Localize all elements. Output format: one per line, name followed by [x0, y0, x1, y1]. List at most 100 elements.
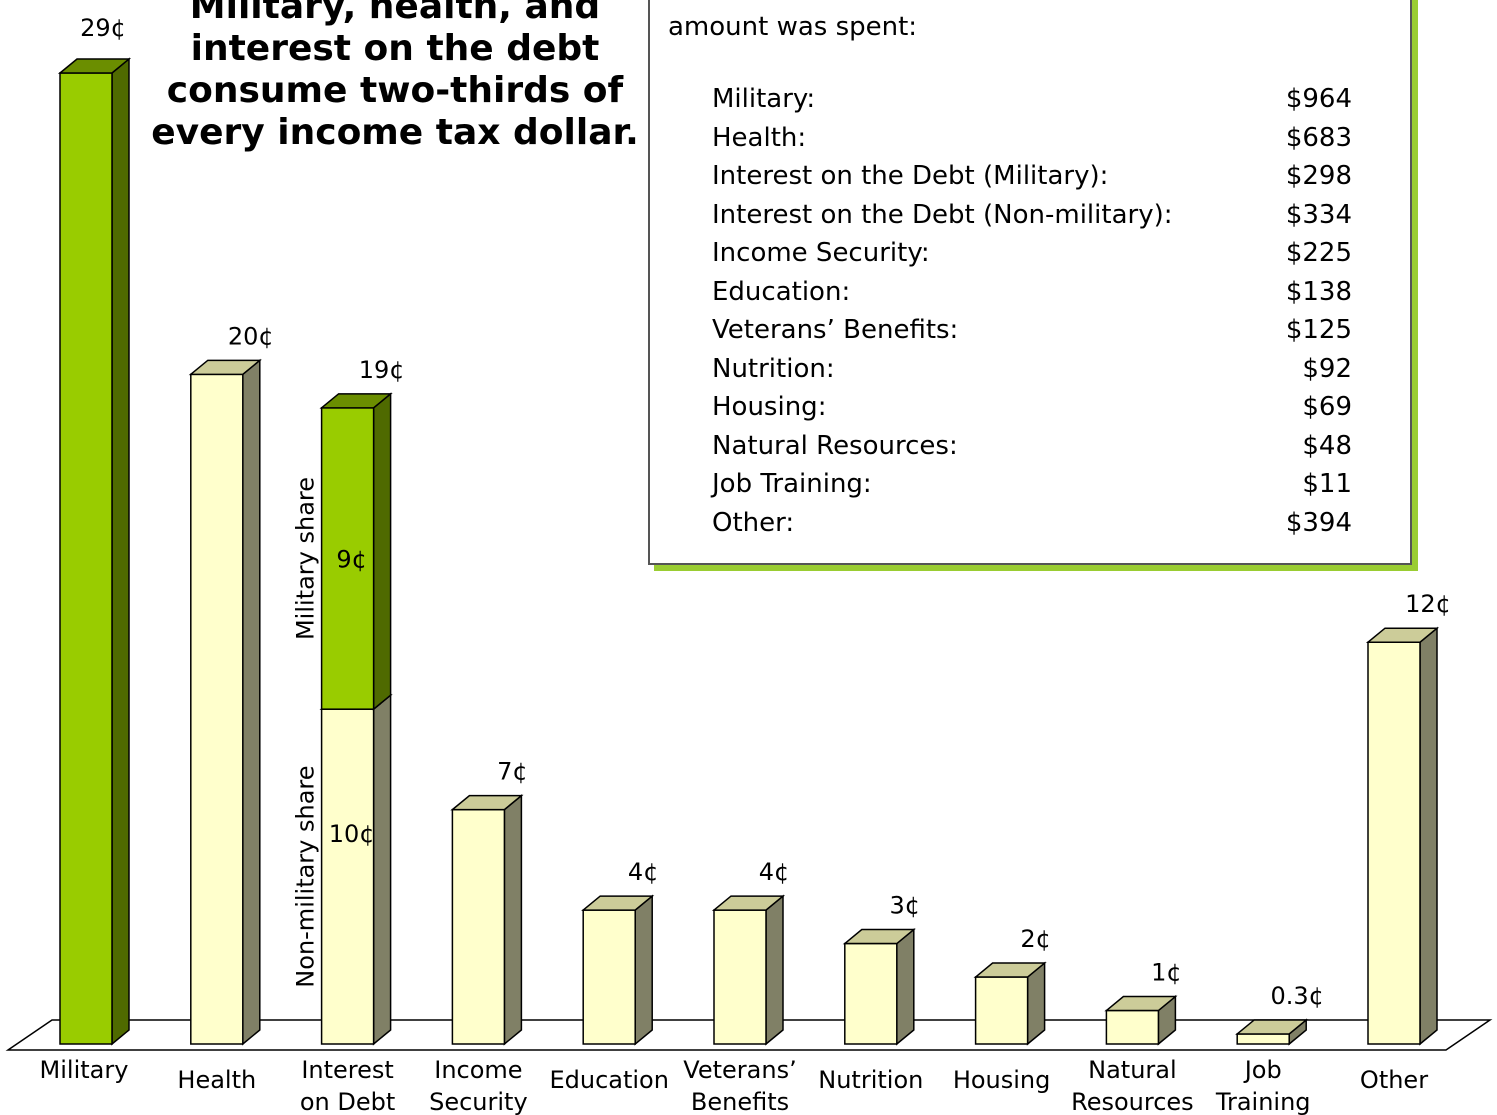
spending-row: Interest on the Debt (Non-military): $334: [712, 196, 1352, 235]
bar: [1365, 626, 1440, 1046]
bar-top-face: [842, 928, 916, 945]
category-label: Natural: [1088, 1056, 1177, 1084]
bar-front-face: [1367, 641, 1421, 1045]
bar-side-face: [372, 392, 392, 711]
category-label: Interest: [301, 1056, 393, 1084]
spending-row-label: Interest on the Debt (Non-military):: [712, 199, 1173, 230]
spending-row: Job Training: $11: [712, 465, 1352, 504]
spending-row-label: Nutrition:: [712, 353, 835, 384]
spending-row: Interest on the Debt (Military): $298: [712, 157, 1352, 196]
bar-top-face: [57, 58, 132, 74]
bar-top-face: [711, 895, 786, 911]
category-label: Security: [429, 1088, 528, 1115]
spending-row-amount: $334: [1285, 199, 1352, 230]
spending-row-label: Income Security:: [712, 238, 930, 268]
spending-row-amount: $69: [1302, 392, 1352, 422]
bar-front-face: [1105, 1009, 1160, 1045]
spending-table: amount was spent: Military: $964 Health: $6…: [648, 0, 1412, 565]
spending-row: Nutrition: $92: [712, 350, 1352, 389]
category-label: Training: [1215, 1088, 1311, 1115]
bar: [450, 794, 524, 1046]
bar-value-label: 0.3¢: [1270, 982, 1323, 1010]
bar-top-face: [1365, 627, 1440, 643]
bar-side-face: [1419, 626, 1438, 1046]
segment-value-label: 10¢: [329, 820, 375, 848]
bar-front-face: [713, 909, 767, 1045]
bar-top-face: [188, 359, 262, 376]
spending-row-amount: $964: [1285, 84, 1352, 114]
category-label: Housing: [953, 1066, 1051, 1094]
spending-rows: Military: $964 Health: $683 Interest on the …: [712, 80, 1352, 542]
spending-row-label: Job Training:: [712, 469, 872, 499]
bar-value-label: 12¢: [1405, 590, 1451, 618]
bar-front-face: [582, 909, 636, 1045]
bar-front-face: [451, 808, 506, 1045]
stacked-segment: [319, 392, 393, 711]
segment-value-label: 9¢: [336, 546, 367, 574]
spending-row: Education: $138: [712, 273, 1352, 312]
category-label: on Debt: [300, 1088, 395, 1115]
bar: [1104, 994, 1178, 1046]
stacked-segment: [319, 693, 393, 1046]
bar-value-label: 20¢: [228, 322, 274, 350]
bar-front-face: [974, 976, 1029, 1045]
spending-row-label: Natural Resources:: [712, 430, 958, 461]
bar-side-face: [111, 57, 130, 1046]
category-label: Education: [549, 1066, 668, 1094]
bar-top-face: [1104, 995, 1178, 1012]
bar: [842, 927, 916, 1046]
bar-side-face: [372, 693, 392, 1046]
spending-row-label: Veterans’ Benefits:: [712, 315, 959, 345]
bar-top-face: [450, 794, 524, 811]
spending-row-label: Education:: [712, 276, 851, 307]
bar-value-label: 19¢: [359, 356, 405, 384]
bar-front-face: [320, 407, 375, 710]
spending-row-amount: $138: [1285, 276, 1352, 307]
bar-side-face: [242, 358, 261, 1046]
spending-row-amount: $48: [1302, 430, 1352, 461]
segment-name-label: Military share: [292, 477, 320, 640]
bar-value-label: 4¢: [628, 858, 659, 886]
spending-row-amount: $394: [1285, 507, 1352, 538]
bar-side-face: [503, 794, 523, 1046]
bar-side-face: [896, 927, 915, 1046]
spending-row-label: Health:: [712, 122, 807, 153]
spending-row: Veterans’ Benefits: $125: [712, 311, 1352, 350]
bar-front-face: [320, 708, 375, 1045]
spending-row-label: Military:: [712, 84, 816, 114]
spending-row: Natural Resources: $48: [712, 427, 1352, 466]
bar-value-label: 2¢: [1020, 925, 1051, 953]
spending-row: Housing: $69: [712, 388, 1352, 427]
bar: [188, 358, 262, 1046]
bar: [1235, 1018, 1309, 1046]
category-label: Military: [40, 1056, 129, 1084]
spending-row-label: Housing:: [712, 392, 827, 422]
spending-row-amount: $125: [1285, 315, 1352, 345]
bar-value-label: 4¢: [759, 858, 790, 886]
category-label: Veterans’: [683, 1056, 796, 1084]
category-label: Resources: [1071, 1088, 1194, 1115]
bar: [581, 894, 655, 1046]
category-label: Health: [177, 1066, 256, 1094]
spending-row-amount: $11: [1302, 469, 1352, 499]
category-label: Income: [434, 1056, 522, 1084]
bar-top-face: [319, 393, 393, 409]
segment-name-label: Non-military share: [292, 765, 320, 987]
bar-value-label: 3¢: [890, 892, 921, 920]
chart-headline: Military, health, and interest on the de…: [151, 0, 639, 153]
bar-side-face: [634, 894, 653, 1046]
bar-front-face: [844, 942, 898, 1045]
category-label: Benefits: [691, 1088, 789, 1115]
bar-value-label: 1¢: [1151, 959, 1182, 987]
bar: [711, 894, 786, 1046]
bar-value-label: 29¢: [80, 14, 126, 42]
spending-row-amount: $92: [1302, 353, 1352, 384]
bar-side-face: [765, 894, 784, 1046]
spending-row-label: Interest on the Debt (Military):: [712, 161, 1109, 191]
category-label: Nutrition: [818, 1066, 923, 1094]
bar-front-face: [59, 72, 113, 1045]
spending-row: Other: $394: [712, 504, 1352, 543]
bar-front-face: [1236, 1033, 1290, 1045]
bar: [57, 57, 132, 1046]
